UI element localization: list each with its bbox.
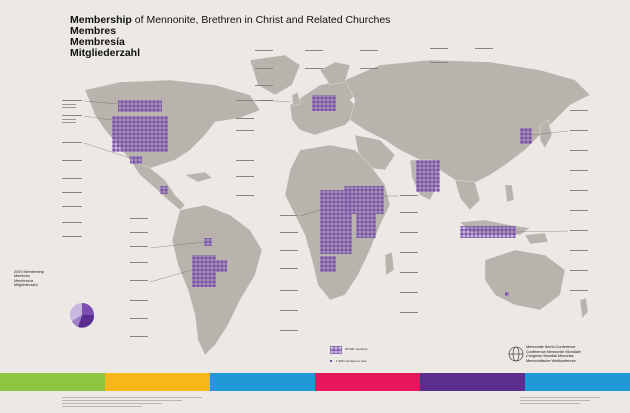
country-label-columns bbox=[62, 48, 588, 337]
squares-europe bbox=[312, 95, 336, 111]
squares-indonesia bbox=[460, 226, 516, 238]
title-block: Membership of Mennonite, Brethren in Chr… bbox=[70, 14, 391, 60]
leader-lines bbox=[83, 99, 569, 283]
squares-colombia bbox=[204, 238, 212, 246]
page-title: Membership of Mennonite, Brethren in Chr… bbox=[70, 14, 391, 26]
squares-southern-africa bbox=[320, 256, 336, 272]
squares-paraguay bbox=[192, 255, 216, 287]
title-french: Membres bbox=[70, 25, 117, 38]
stripe-purple bbox=[420, 373, 525, 391]
squares-india bbox=[416, 160, 440, 192]
squares-mexico bbox=[130, 156, 142, 164]
stripe-green bbox=[0, 373, 105, 391]
squares-canada bbox=[118, 100, 162, 112]
legend-label-large: 25 000 members bbox=[345, 347, 368, 351]
squares-australia bbox=[505, 292, 509, 296]
stripe-blue-2 bbox=[525, 373, 630, 391]
pie-chart-icon bbox=[70, 303, 95, 328]
footnotes bbox=[62, 397, 600, 407]
globe-logo-icon bbox=[508, 346, 524, 362]
legend-heading: 2009 Membership Membres Membresía Mitgli… bbox=[14, 270, 45, 288]
title-german: Mitgliederzahl bbox=[70, 47, 141, 60]
title-spanish: Membresía bbox=[70, 36, 125, 49]
legend-square-large bbox=[330, 346, 342, 354]
stripe-blue bbox=[210, 373, 315, 391]
squares-brazil bbox=[215, 260, 227, 272]
squares-east-asia bbox=[520, 128, 532, 144]
stripe-yellow bbox=[105, 373, 210, 391]
squares-central-america bbox=[160, 186, 168, 194]
legend-square-small bbox=[330, 360, 332, 362]
squares-united-states bbox=[112, 116, 168, 152]
legend-label-small: 1 000 members or less bbox=[336, 359, 367, 363]
membership-squares bbox=[112, 95, 532, 296]
squares-ethiopia bbox=[344, 186, 384, 214]
squares-tanzania-kenya bbox=[356, 214, 376, 238]
stripe-magenta bbox=[315, 373, 420, 391]
organization-name: Mennonite World Conference Conférence Me… bbox=[526, 345, 581, 363]
